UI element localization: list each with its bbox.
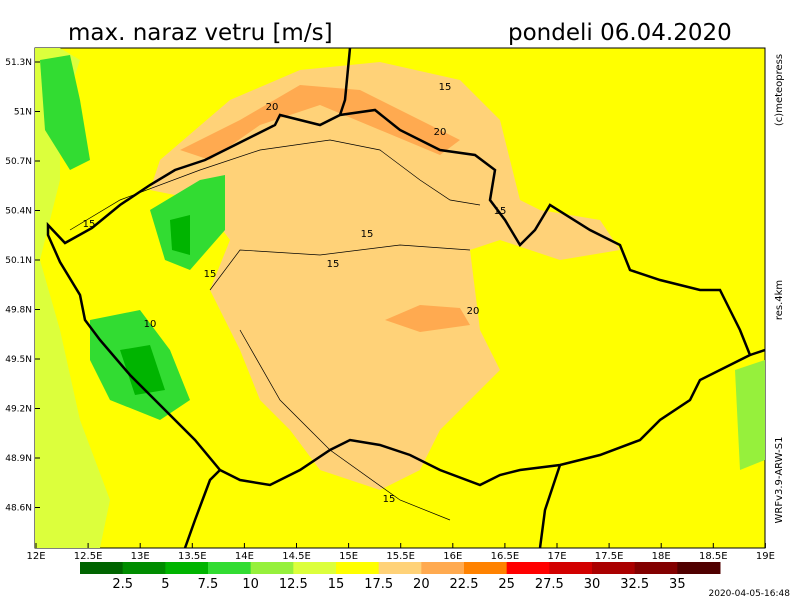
- legend-label: 22.5: [450, 577, 479, 592]
- map-area: [34, 47, 766, 549]
- gust-zone-17: [150, 62, 620, 490]
- contour-line: [69, 139, 481, 521]
- legend-label: 5: [161, 577, 169, 592]
- lat-tick-label: 50.7N: [5, 157, 32, 167]
- lon-tick-label: 12.5E: [74, 551, 103, 562]
- legend-swatch: [506, 562, 550, 574]
- lon-tick-label: 19E: [756, 551, 775, 562]
- lon-ticks: 12E 12.5E 13E 13.5E 14E 14.5E 15E 15.5E 16E 16.5E…: [26, 543, 775, 562]
- lon-tick-label: 18.5E: [699, 551, 728, 562]
- resolution-label: res.4km: [774, 280, 785, 320]
- contour-label: 15: [327, 259, 340, 270]
- contour-label: 15: [494, 206, 507, 217]
- country-border: [46, 108, 752, 487]
- lat-tick-label: 49.8N: [5, 306, 32, 316]
- contour-label: 15: [83, 219, 96, 230]
- legend-label: 27.5: [535, 577, 564, 592]
- gust-zone-10: [40, 55, 90, 170]
- legend-label: 20: [413, 577, 430, 592]
- gust-zone-20: [385, 305, 470, 332]
- contour-labels: 20 15 20 15 15 15 15 15 20 10 15: [83, 82, 507, 505]
- lon-tick-label: 18E: [652, 551, 671, 562]
- contour-label: 15: [383, 494, 396, 505]
- legend-label: 10: [242, 577, 259, 592]
- legend-label: 12.5: [279, 577, 308, 592]
- gust-zone-7: [170, 215, 190, 255]
- contour-label: 20: [467, 306, 480, 317]
- map-date: pondeli 06.04.2020: [508, 20, 732, 46]
- lat-tick-label: 49.5N: [5, 355, 32, 365]
- legend-swatch: [378, 562, 422, 574]
- legend-swatch: [165, 562, 209, 574]
- contour-label: 15: [361, 229, 374, 240]
- lat-tick-label: 50.1N: [5, 256, 32, 266]
- legend-swatch: [549, 562, 593, 574]
- legend-swatch: [634, 562, 678, 574]
- lon-tick-label: 13.5E: [178, 551, 207, 562]
- legend-swatch: [208, 562, 252, 574]
- lon-tick-label: 14.5E: [282, 551, 311, 562]
- gust-zone-20: [180, 85, 460, 160]
- lat-tick-label: 50.4N: [5, 207, 32, 217]
- legend-swatch: [80, 562, 124, 574]
- legend-label: 32.5: [620, 577, 649, 592]
- legend-label: 30: [584, 577, 601, 592]
- legend-swatch: [592, 562, 636, 574]
- lat-tick-label: 49.2N: [5, 405, 32, 415]
- legend-swatch: [464, 562, 508, 574]
- lat-ticks: 51.3N 51N 50.7N 50.4N 50.1N 49.8N 49.5N 49.2N 48…: [5, 58, 40, 514]
- legend-label: 25: [498, 577, 515, 592]
- contour-label: 15: [439, 82, 452, 93]
- legend-label: 2.5: [112, 577, 133, 592]
- map-title: max. naraz vetru [m/s]: [68, 20, 333, 46]
- legend-swatch: [122, 562, 166, 574]
- lat-tick-label: 48.6N: [5, 504, 32, 514]
- lat-tick-label: 51N: [14, 108, 32, 118]
- legend-label: 35: [669, 577, 686, 592]
- legend-label: 17.5: [364, 577, 393, 592]
- legend-swatch: [336, 562, 380, 574]
- lon-tick-label: 16E: [443, 551, 462, 562]
- model-label: WRFv3.9-ARW-S1: [774, 437, 785, 524]
- lon-tick-label: 16.5E: [491, 551, 520, 562]
- contour-label: 10: [144, 319, 157, 330]
- contour-label: 20: [266, 102, 279, 113]
- legend-swatch: [250, 562, 294, 574]
- lon-tick-label: 14E: [235, 551, 254, 562]
- contour-label: 15: [204, 269, 217, 280]
- legend-swatch: [677, 562, 721, 574]
- lon-tick-label: 17.5E: [595, 551, 624, 562]
- legend-label: 7.5: [198, 577, 219, 592]
- lon-tick-label: 17E: [547, 551, 566, 562]
- lon-tick-label: 15E: [339, 551, 358, 562]
- lon-tick-label: 13E: [131, 551, 150, 562]
- neighbor-border: [183, 47, 766, 549]
- gust-zone-7: [120, 345, 165, 395]
- color-legend: 2.5 5 7.5 10 12.5 15 17.5 20 22.5 25 27.5 30 32.5 35: [80, 562, 721, 592]
- lat-tick-label: 51.3N: [5, 58, 32, 68]
- gust-zone-12: [35, 48, 110, 548]
- lon-tick-label: 12E: [26, 551, 45, 562]
- legend-swatch: [293, 562, 337, 574]
- legend-label: 15: [328, 577, 345, 592]
- copyright-label: (c)meteopress: [774, 54, 785, 126]
- gust-zone-12: [735, 360, 765, 470]
- timestamp: 2020-04-05-16:48: [709, 589, 791, 599]
- lat-tick-label: 48.9N: [5, 454, 32, 464]
- legend-swatch: [421, 562, 465, 574]
- lon-tick-label: 15.5E: [386, 551, 415, 562]
- contour-label: 20: [434, 127, 447, 138]
